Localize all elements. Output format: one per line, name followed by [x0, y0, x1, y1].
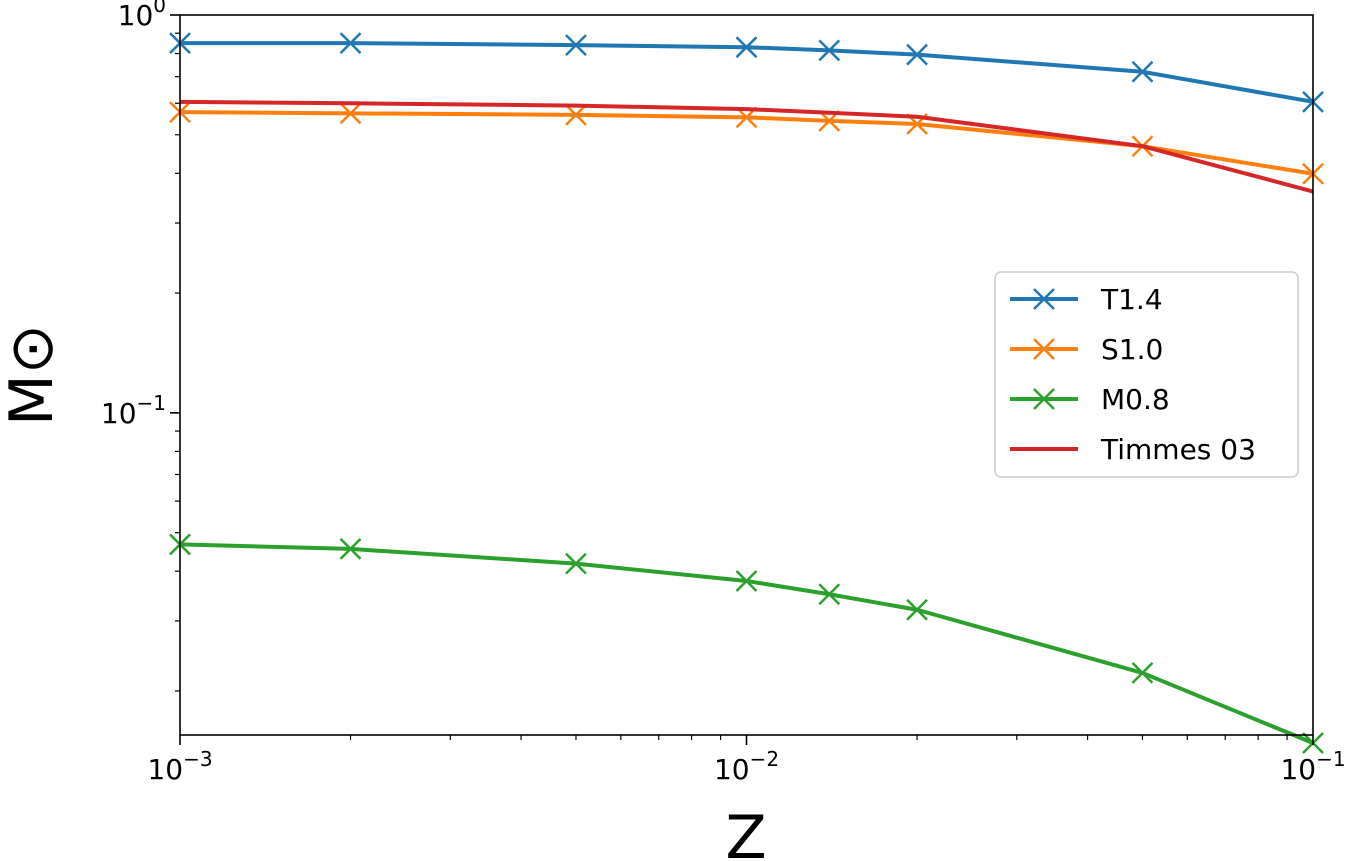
- legend-label: T1.4: [1100, 283, 1163, 316]
- ticks-layer: 10−3 10−2 10−1 10−1 100: [101, 0, 1346, 786]
- data-point-t1-4: [339, 32, 362, 54]
- series-timmes-03: [179, 99, 1314, 194]
- data-point-m0-8: [818, 583, 841, 606]
- x-tick-label: 10−1: [1280, 747, 1345, 786]
- series-line-s1-0: [179, 110, 1314, 176]
- legend-item-timmes-03: Timmes 03: [1010, 433, 1256, 466]
- legend-item-m0-8: M0.8: [1010, 383, 1170, 416]
- data-point-t1-4: [818, 39, 841, 62]
- data-point-m0-8: [565, 552, 587, 575]
- data-point-m0-8: [339, 538, 362, 560]
- plot-frame: [179, 14, 1314, 736]
- legend-marker: [1033, 338, 1055, 360]
- data-point-m0-8: [735, 570, 758, 592]
- data-point-m0-8: [906, 598, 928, 621]
- y-axis-title: M⊙: [0, 324, 67, 426]
- x-axis-title: Z: [725, 803, 766, 861]
- x-tick-label: 10−2: [714, 747, 779, 786]
- series-layer: [169, 32, 1324, 754]
- data-point-t1-4: [1131, 60, 1154, 83]
- legend-box: [994, 271, 1299, 478]
- data-point-t1-4: [565, 34, 587, 57]
- legend-marker: [1033, 388, 1055, 410]
- legend-label: M0.8: [1101, 383, 1170, 416]
- series-t1-4: [169, 32, 1324, 113]
- series-line-m0-8: [179, 542, 1314, 745]
- legend: T1.4 S1.0 M0.8 Timmes 03: [994, 271, 1299, 478]
- y-tick-label: 100: [118, 0, 166, 32]
- series-line-timmes-03: [179, 99, 1314, 194]
- series-line-t1-4: [180, 41, 1314, 104]
- x-tick-label: 10−3: [147, 747, 212, 786]
- legend-label: S1.0: [1101, 333, 1163, 366]
- legend-label: Timmes 03: [1100, 433, 1256, 466]
- series-s1-0: [169, 101, 1324, 185]
- series-m0-8: [169, 533, 1324, 754]
- data-point-s1-0: [339, 102, 362, 125]
- legend-item-t1-4: T1.4: [1010, 283, 1163, 316]
- data-point-t1-4: [906, 43, 928, 66]
- data-point-s1-0: [565, 103, 587, 126]
- data-point-m0-8: [1131, 662, 1154, 684]
- legend-marker: [1033, 288, 1055, 310]
- data-point-t1-4: [735, 36, 758, 59]
- y-tick-label: 10−1: [101, 391, 166, 430]
- legend-item-s1-0: S1.0: [1010, 333, 1163, 366]
